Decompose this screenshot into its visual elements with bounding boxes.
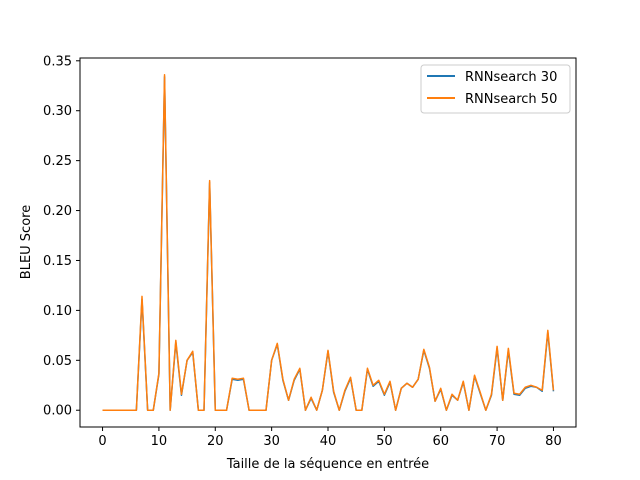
x-tick-label: 70 [489, 434, 506, 449]
x-tick-label: 0 [98, 434, 106, 449]
y-tick-label: 0.20 [43, 204, 72, 219]
x-tick-label: 50 [376, 434, 393, 449]
x-tick-label: 80 [545, 434, 562, 449]
y-tick-label: 0.25 [43, 154, 72, 169]
y-tick-label: 0.00 [43, 404, 72, 419]
x-axis: 0 10 20 30 40 50 60 70 80 [98, 427, 562, 449]
legend-label-rnnsearch-30: RNNsearch 30 [465, 70, 557, 85]
x-tick-label: 60 [432, 434, 449, 449]
x-tick-label: 20 [207, 434, 224, 449]
legend-label-rnnsearch-50: RNNsearch 50 [465, 92, 557, 107]
y-tick-label: 0.15 [43, 254, 72, 269]
legend-box [420, 64, 571, 114]
y-tick-label: 0.35 [43, 54, 72, 69]
legend: RNNsearch 30 RNNsearch 50 [420, 64, 571, 114]
series-layer [102, 74, 555, 411]
x-tick-label: 30 [263, 434, 280, 449]
y-axis-label: BLEU Score [19, 205, 34, 279]
series-line-rnnsearch-50 [102, 74, 555, 411]
x-tick-label: 40 [320, 434, 337, 449]
y-tick-label: 0.30 [43, 104, 72, 119]
y-tick-label: 0.05 [43, 354, 72, 369]
x-axis-label: Taille de la séquence en entrée [226, 457, 429, 472]
y-axis: 0.00 0.05 0.10 0.15 0.20 0.25 0.30 0.35 [43, 54, 80, 419]
y-tick-label: 0.10 [43, 304, 72, 319]
x-tick-label: 10 [151, 434, 168, 449]
